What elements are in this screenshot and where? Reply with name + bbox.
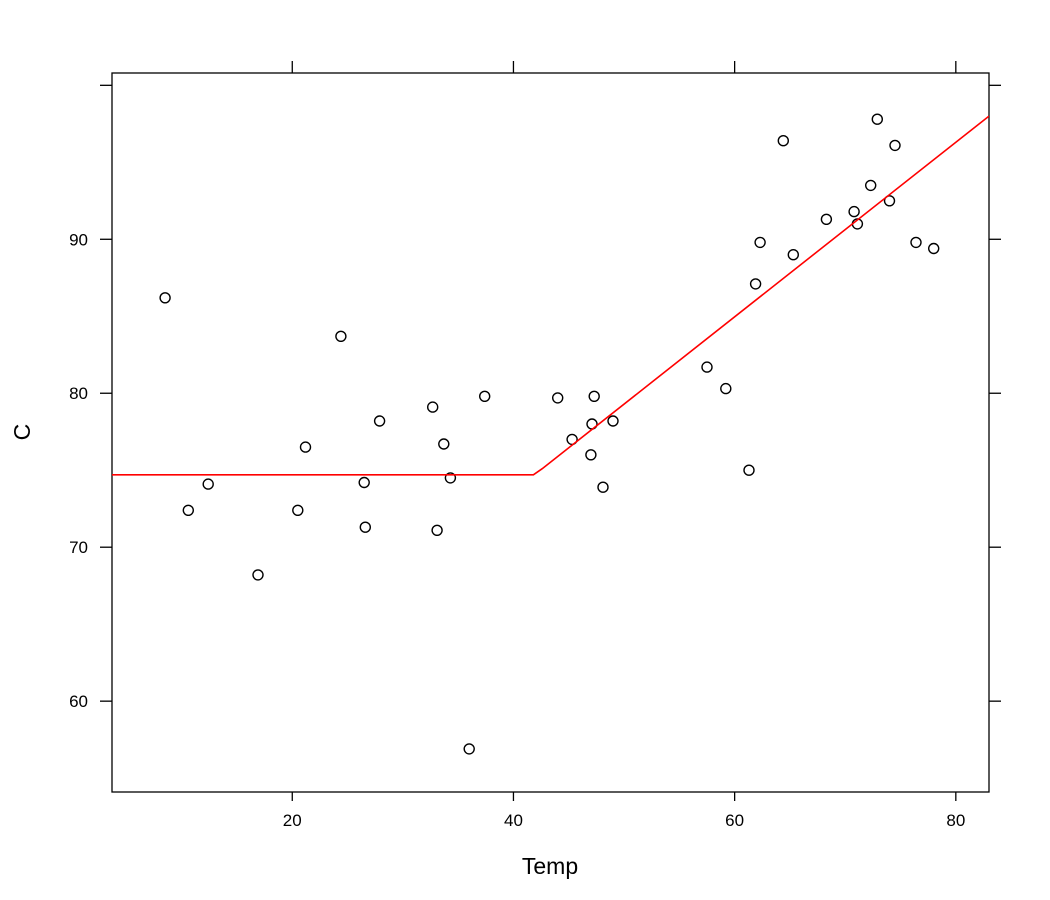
x-tick-label: 60 — [725, 811, 744, 830]
y-tick-label: 60 — [69, 692, 88, 711]
data-point — [359, 521, 371, 533]
x-tick-label: 40 — [504, 811, 523, 830]
data-point — [552, 392, 564, 404]
data-point — [607, 415, 619, 427]
x-tick-label: 20 — [283, 811, 302, 830]
y-tick-label: 80 — [69, 384, 88, 403]
data-point — [438, 438, 450, 450]
data-point — [335, 330, 347, 342]
data-point — [479, 390, 491, 402]
data-point — [720, 382, 732, 395]
fit-line — [112, 115, 989, 476]
data-point — [159, 292, 171, 304]
data-point — [444, 472, 457, 484]
data-point — [749, 278, 762, 290]
data-point — [754, 236, 766, 249]
x-axis-title: Temp — [522, 853, 578, 879]
data-point — [848, 205, 860, 218]
data-point — [588, 390, 600, 402]
data-point — [463, 743, 475, 755]
data-point — [743, 464, 755, 476]
data-point — [373, 415, 386, 427]
data-point — [928, 242, 940, 255]
plot-area: 20 40 60 80 60 70 80 90 — [69, 61, 1001, 830]
data-point — [358, 476, 370, 489]
data-point — [889, 139, 901, 152]
data-point — [820, 213, 833, 226]
data-point — [787, 248, 799, 261]
data-point — [871, 113, 883, 125]
y-axis-title: C — [9, 424, 35, 441]
y-tick-label: 70 — [69, 538, 88, 557]
data-point — [865, 179, 877, 192]
data-point — [182, 504, 195, 516]
plot-frame — [111, 72, 990, 793]
y-tick-label: 90 — [69, 230, 88, 249]
data-point — [299, 441, 312, 453]
data-point — [777, 134, 789, 147]
x-tick-label: 80 — [946, 811, 965, 830]
data-point — [585, 449, 597, 461]
data-point — [910, 236, 922, 249]
data-point — [252, 569, 264, 581]
data-point — [883, 195, 896, 207]
data-point — [597, 481, 609, 493]
data-point — [701, 361, 713, 373]
data-point — [431, 524, 443, 536]
data-point — [202, 478, 214, 490]
data-point — [292, 504, 304, 516]
data-point — [427, 401, 439, 413]
